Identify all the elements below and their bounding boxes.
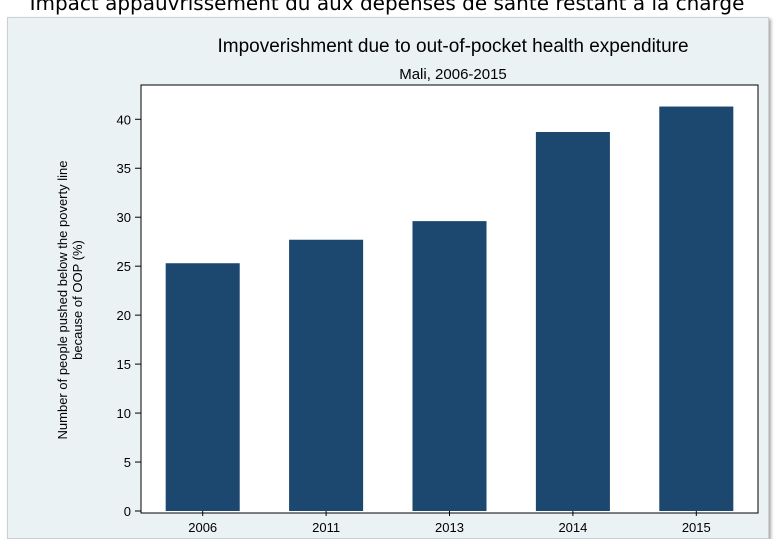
y-axis-label-line2: because of OOP (%) [70, 240, 85, 360]
y-tick-label: 5 [124, 455, 131, 470]
y-tick-label: 20 [117, 308, 131, 323]
bar-2015 [659, 106, 734, 511]
x-tick-label: 2006 [188, 520, 217, 533]
y-tick-label: 15 [117, 357, 131, 372]
bar-2011 [289, 239, 364, 512]
y-tick-label: 35 [117, 161, 131, 176]
bar-2014 [535, 132, 610, 511]
chart-title: Impoverishment due to out-of-pocket heal… [217, 36, 688, 57]
bar-2013 [412, 221, 487, 511]
y-tick-label: 30 [117, 210, 131, 225]
y-tick-label: 40 [117, 112, 131, 127]
top-caption: Impact appauvrissement dû aux dépenses d… [29, 0, 745, 15]
y-tick-label: 10 [117, 406, 131, 421]
bar-2006 [165, 263, 240, 511]
x-tick-label: 2015 [682, 520, 711, 533]
chart-subtitle: Mali, 2006-2015 [399, 66, 507, 83]
x-tick-label: 2013 [435, 520, 464, 533]
x-tick-label: 2014 [558, 520, 587, 533]
y-tick-label: 25 [117, 259, 131, 274]
y-tick-label: 0 [124, 504, 131, 519]
y-axis-label-line1: Number of people pushed below the povert… [55, 161, 70, 440]
x-tick-label: 2011 [312, 520, 340, 533]
